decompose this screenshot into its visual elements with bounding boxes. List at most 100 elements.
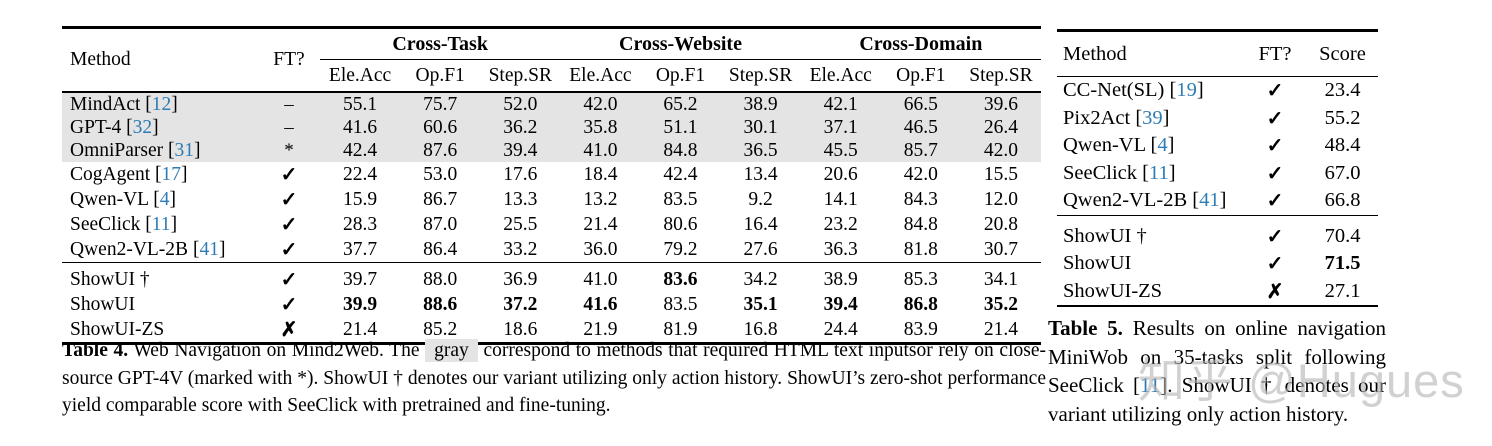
metric-cell: 42.1	[800, 92, 881, 116]
metric-cell: 84.8	[640, 139, 721, 162]
ft-cell: –	[258, 92, 320, 116]
metric-cell: 39.4	[823, 293, 858, 315]
metric-cell: 71.5	[1324, 252, 1361, 275]
metric-cell: 35.1	[743, 293, 778, 315]
metric-cell: 35.8	[560, 116, 641, 139]
metric-cell: 48.4	[1324, 134, 1361, 157]
column-header-score: Score	[1307, 30, 1378, 77]
col-header-ele-acc: Ele.Acc	[560, 59, 641, 93]
metric-cell: 67.0	[1324, 161, 1361, 184]
citation-link[interactable]: 11	[1148, 161, 1169, 184]
table-row: MindAct [12] –55.1 75.7 52.0 42.0 65.2 38.9 42.…	[62, 92, 1041, 116]
metric-cell: 38.9	[720, 92, 801, 116]
metric-cell: 88.6	[423, 293, 458, 315]
caption-text: Web Navigation on Mind2Web. The	[128, 340, 426, 361]
metric-cell: 20.6	[823, 163, 858, 185]
table-web-navigation-mind2web: Method FT? Cross-Task Cross-Website Cros…	[62, 26, 1041, 345]
metric-cell: 13.3	[503, 188, 538, 210]
metric-cell: 14.1	[823, 188, 858, 210]
cross-icon: ✗	[1266, 280, 1284, 303]
table-row: Pix2Act [39] ✓ 55.2	[1057, 105, 1378, 133]
metric-cell: 36.9	[480, 262, 561, 292]
citation-link[interactable]: 4	[159, 188, 170, 210]
check-icon: ✓	[1266, 162, 1284, 185]
table-row: ShowUI-ZS ✗ 27.1	[1057, 278, 1378, 307]
metric-cell: 83.5	[663, 293, 698, 315]
caption-text: Results on online navigation MiniWob on …	[1048, 316, 1386, 397]
metric-cell: 41.6	[583, 293, 618, 315]
table-row: ShowUI ✓ 39.9 88.6 37.2 41.6 83.5 35.1 39.4 86.8 3…	[62, 292, 1041, 317]
table4-caption: Table 4. Web Navigation on Mind2Web. The…	[62, 337, 1046, 420]
col-header-ele-acc: Ele.Acc	[800, 59, 881, 93]
citation-link[interactable]: 39	[1142, 106, 1163, 129]
citation-link[interactable]: 32	[132, 116, 153, 138]
metric-cell: 88.0	[400, 262, 481, 292]
metric-cell: 52.0	[480, 92, 561, 116]
metric-cell: 26.4	[960, 116, 1041, 139]
citation-link[interactable]: 19	[1176, 79, 1197, 102]
metric-cell: 70.4	[1307, 214, 1378, 250]
table-row: Qwen-VL [4] ✓ 48.4	[1057, 132, 1378, 160]
table-row: SeeClick [11] ✓ 67.0	[1057, 160, 1378, 188]
citation-link[interactable]: 12	[151, 93, 172, 115]
check-icon: ✓	[1266, 253, 1284, 276]
metric-cell: 86.4	[423, 238, 458, 260]
citation-link[interactable]: 41	[1199, 189, 1220, 212]
check-icon: ✓	[280, 294, 298, 316]
metric-cell: 21.4	[342, 318, 378, 340]
metric-cell: 87.6	[400, 139, 481, 162]
metric-cell: 80.6	[663, 213, 698, 235]
metric-cell: 87.0	[423, 213, 458, 235]
col-header-op-f1: Op.F1	[400, 59, 481, 93]
check-icon: ✓	[1266, 80, 1284, 103]
table-row: Qwen-VL [4] ✓ 15.9 86.7 13.3 13.2 83.5 9.2 14.1 8…	[62, 187, 1041, 212]
method-cell: ShowUI-ZS	[1063, 279, 1163, 302]
method-cell: CC-Net(SL) [19]	[1063, 79, 1204, 102]
citation-link[interactable]: 31	[174, 139, 195, 161]
metric-cell: 36.0	[583, 238, 618, 260]
metric-cell: 15.5	[983, 163, 1018, 185]
method-cell: ShowUI †	[1057, 214, 1243, 250]
citation-link[interactable]: 11	[151, 213, 171, 235]
table-row: Qwen2-VL-2B [41] ✓ 37.7 86.4 33.2 36.0 79.2 27.…	[62, 237, 1041, 263]
check-icon: ✓	[1266, 107, 1284, 130]
check-icon: ✓	[280, 239, 298, 261]
table-row: Qwen2-VL-2B [41] ✓ 66.8	[1057, 187, 1378, 215]
method-cell: SeeClick [11]	[70, 213, 178, 235]
table-row: CogAgent [17] ✓ 22.4 53.0 17.6 18.4 42.4 13.4 20…	[62, 162, 1041, 187]
column-header-ft: FT?	[1243, 30, 1307, 77]
method-cell: Pix2Act [39]	[1063, 106, 1170, 129]
check-icon: ✓	[258, 262, 320, 292]
method-cell: GPT-4 [32]	[62, 116, 258, 139]
table-row: ShowUI † ✓ 39.7 88.0 36.9 41.0 83.6 34.2 38.9 85.…	[62, 262, 1041, 292]
metric-cell: 18.4	[583, 163, 618, 185]
metric-cell: 36.3	[823, 238, 858, 260]
metric-cell: 25.5	[503, 213, 538, 235]
watermark: 知乎 @Hugues	[1138, 354, 1465, 407]
table-online-navigation-miniwob: Method FT? Score CC-Net(SL) [19] ✓ 23.4 Pix…	[1057, 29, 1378, 307]
check-icon: ✓	[1266, 135, 1284, 158]
citation-link[interactable]: 41	[199, 238, 219, 260]
metric-cell: 85.7	[880, 139, 961, 162]
method-cell: SeeClick [11]	[1063, 161, 1176, 184]
metric-cell: 23.4	[1324, 79, 1361, 102]
metric-cell: 86.7	[423, 188, 458, 210]
col-header-op-f1: Op.F1	[640, 59, 721, 93]
metric-cell: 12.0	[983, 188, 1018, 210]
metric-cell: 46.5	[880, 116, 961, 139]
column-header-method: Method	[62, 27, 258, 93]
metric-cell: 20.8	[983, 213, 1018, 235]
check-icon: ✓	[1243, 214, 1307, 250]
metric-cell: 39.4	[480, 139, 561, 162]
check-icon: ✓	[280, 164, 298, 186]
group-header-cross-task: Cross-Task	[320, 27, 561, 60]
citation-link[interactable]: 4	[1157, 134, 1168, 157]
metric-cell: 81.8	[903, 238, 938, 260]
metric-cell: 79.2	[663, 238, 698, 260]
citation-link[interactable]: 17	[161, 163, 182, 185]
table5-caption: Table 5. Results on online navigation Mi…	[1048, 314, 1386, 428]
method-cell: ShowUI-ZS	[70, 318, 165, 340]
metric-cell: 66.5	[880, 92, 961, 116]
citation-link[interactable]: 11	[1140, 373, 1161, 397]
gray-legend-chip: gray	[425, 339, 478, 362]
